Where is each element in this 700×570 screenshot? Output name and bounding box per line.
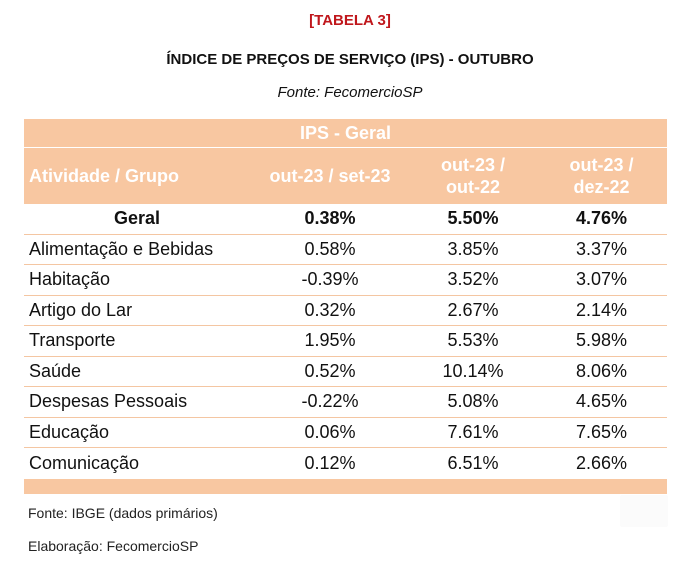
row-value-ytd: 3.07% (575, 269, 628, 290)
table-band-title: IPS - Geral (24, 119, 667, 148)
row-value-month: 0.32% (304, 299, 356, 320)
row-value-month: 0.06% (304, 421, 356, 442)
row-group: Habitação (29, 269, 111, 290)
row-value-month: -0.39% (301, 269, 359, 290)
row-value-year: 10.14% (442, 360, 504, 381)
row-group: Educação (29, 421, 110, 442)
table-row: Educação 0.06% 7.61% 7.65% (24, 418, 667, 448)
decorative-box (620, 495, 668, 527)
row-value-ytd: 3.37% (575, 238, 628, 259)
column-header-year-line2: out-22 (446, 177, 500, 197)
row-group: Transporte (29, 330, 116, 351)
row-value-month: 0.58% (304, 238, 356, 259)
row-value-month: -0.22% (301, 391, 359, 412)
row-value-month: 1.95% (304, 330, 356, 351)
row-group: Alimentação e Bebidas (29, 238, 214, 259)
source-caption: Fonte: FecomercioSP (277, 84, 423, 101)
row-value-month: 0.38% (304, 208, 356, 229)
row-value-ytd: 2.66% (575, 452, 628, 473)
table-body: Geral 0.38% 5.50% 4.76% Alimentação e Be… (24, 204, 667, 479)
row-value-ytd: 4.65% (575, 391, 628, 412)
row-group: Despesas Pessoais (29, 391, 188, 412)
footer-source: Fonte: IBGE (dados primários) (28, 505, 218, 521)
table-row: Artigo do Lar 0.32% 2.67% 2.14% (24, 296, 667, 326)
row-value-ytd: 7.65% (575, 421, 628, 442)
column-header-year-line1: out-23 / (440, 155, 505, 175)
table-row: Alimentação e Bebidas 0.58% 3.85% 3.37% (24, 235, 667, 265)
table-row: Comunicação 0.12% 6.51% 2.66% (24, 448, 667, 479)
column-header-ytd-line2: dez-22 (573, 177, 630, 197)
table-row: Saúde 0.52% 10.14% 8.06% (24, 357, 667, 387)
column-header-ytd: out-23 / dez-22 (536, 154, 667, 198)
row-value-ytd: 4.76% (575, 208, 628, 229)
table-row: Transporte 1.95% 5.53% 5.98% (24, 326, 667, 357)
ips-table: IPS - Geral Atividade / Grupo out-23 / s… (24, 119, 667, 494)
table-header-row: Atividade / Grupo out-23 / set-23 out-23… (24, 148, 667, 204)
row-value-year: 6.51% (447, 452, 499, 473)
row-group: Saúde (29, 360, 82, 381)
row-value-year: 5.50% (447, 208, 499, 229)
table-tag: [TABELA 3] (309, 12, 391, 29)
row-value-year: 7.61% (447, 421, 499, 442)
row-value-year: 5.53% (447, 330, 499, 351)
column-header-month: out-23 / set-23 (269, 165, 391, 186)
page-title: ÍNDICE DE PREÇOS DE SERVIÇO (IPS) - OUTU… (166, 51, 534, 68)
row-group: Comunicação (29, 452, 140, 473)
row-group: Geral (113, 208, 161, 229)
row-group: Artigo do Lar (29, 299, 133, 320)
table-row: Habitação -0.39% 3.52% 3.07% (24, 265, 667, 296)
row-value-ytd: 5.98% (575, 330, 628, 351)
row-value-year: 2.67% (447, 299, 499, 320)
table-row: Despesas Pessoais -0.22% 5.08% 4.65% (24, 387, 667, 418)
row-value-ytd: 2.14% (575, 299, 628, 320)
table-bottom-band (24, 478, 667, 494)
footer-elaboration: Elaboração: FecomercioSP (28, 538, 199, 554)
row-value-month: 0.52% (304, 360, 356, 381)
table-row: Geral 0.38% 5.50% 4.76% (24, 204, 667, 235)
row-value-year: 3.52% (447, 269, 499, 290)
column-header-year: out-23 / out-22 (410, 154, 536, 198)
row-value-year: 3.85% (447, 238, 499, 259)
row-value-month: 0.12% (304, 452, 356, 473)
row-value-year: 5.08% (447, 391, 499, 412)
column-header-activity: Atividade / Grupo (29, 165, 180, 186)
row-value-ytd: 8.06% (575, 360, 628, 381)
column-header-ytd-line1: out-23 / (569, 155, 634, 175)
